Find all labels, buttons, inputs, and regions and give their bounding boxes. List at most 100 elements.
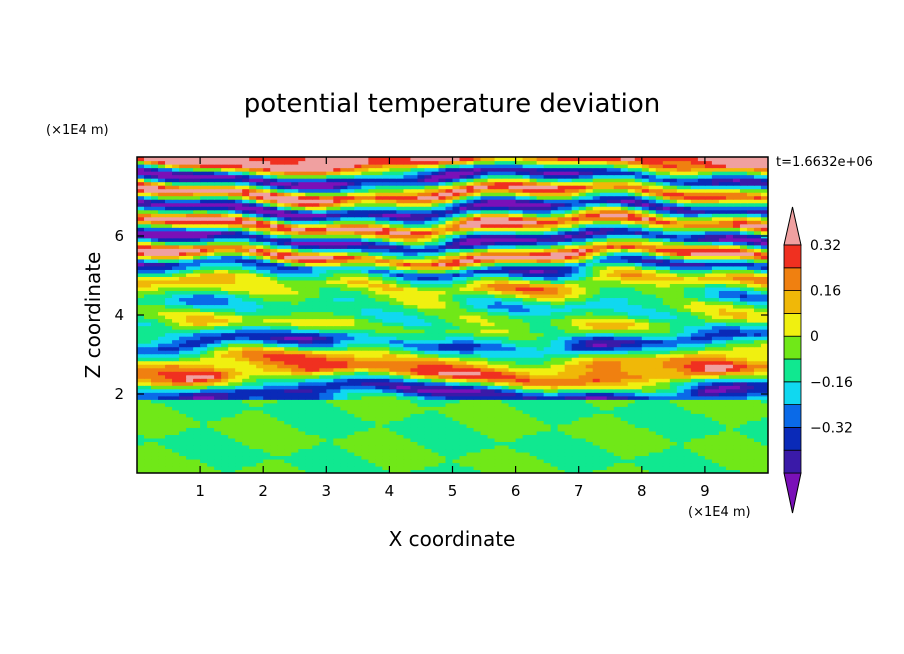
field-cell [627,353,636,358]
field-cell [431,434,440,439]
field-cell [466,381,475,386]
field-cell [634,413,643,418]
field-cell [627,325,636,330]
field-cell [158,402,166,407]
field-cell [368,413,376,418]
field-cell [606,307,615,313]
field-cell [578,399,587,404]
field-cell [592,315,601,320]
field-cell [592,409,601,414]
field-cell [221,451,229,457]
field-cell [459,297,468,302]
field-cell [410,437,419,442]
field-cell [704,325,713,330]
field-cell [725,283,734,288]
field-cell [431,293,440,299]
field-cell [165,455,173,460]
field-cell [746,297,755,302]
field-cell [690,469,699,473]
field-cell [389,441,398,446]
field-cell [571,437,580,442]
field-cell [697,371,706,376]
field-cell [172,388,180,393]
field-cell [641,434,650,439]
field-cell [354,360,362,365]
field-cell [676,378,685,383]
field-cell [221,318,229,323]
field-cell [326,350,334,355]
field-cell [333,364,341,369]
field-cell [606,462,615,467]
field-cell [697,374,706,379]
field-cell [543,469,552,473]
field-cell [431,300,440,306]
field-cell [557,286,566,292]
field-cell [515,371,524,376]
field-cell [620,300,629,306]
field-cell [137,388,145,393]
field-cell [340,437,348,442]
field-cell [403,423,412,428]
field-cell [501,381,510,386]
field-cell [368,311,376,316]
field-cell [536,336,545,341]
field-cell [312,371,320,376]
field-cell [578,350,587,355]
field-cell [487,325,496,330]
field-cell [445,350,454,355]
field-cell [207,293,215,299]
field-cell [732,448,741,453]
field-cell [494,427,503,432]
field-cell [417,444,426,450]
field-cell [592,374,601,379]
field-cell [221,304,229,309]
field-cell [634,360,643,365]
field-cell [165,469,173,473]
field-cell [319,357,327,362]
field-cell [669,283,678,288]
field-cell [669,444,678,450]
field-cell [445,385,454,390]
field-cell [291,315,299,320]
field-cell [396,416,405,421]
field-cell [242,455,250,460]
field-cell [557,402,566,407]
field-cell [760,406,768,411]
field-cell [207,304,215,309]
field-cell [431,286,440,292]
field-cell [235,332,243,337]
field-cell [557,381,566,386]
field-cell [606,437,615,442]
field-cell [536,399,545,404]
field-cell [263,350,271,355]
field-cell [711,297,720,302]
field-cell [620,409,629,414]
field-cell [529,451,538,457]
field-cell [564,455,573,460]
field-cell [354,392,362,397]
field-cell [655,427,664,432]
field-cell [284,286,292,292]
field-cell [277,458,285,464]
field-cell [193,283,201,288]
field-cell [354,346,362,351]
field-cell [641,374,650,379]
field-cell [410,469,419,473]
field-cell [466,465,475,471]
field-cell [599,297,608,302]
field-cell [697,325,706,330]
field-cell [746,395,755,400]
field-cell [585,430,594,435]
field-cell [158,339,166,344]
field-cell [690,353,699,358]
field-cell [501,346,510,351]
field-cell [361,371,369,376]
field-cell [340,307,348,313]
field-cell [501,441,510,446]
field-cell [424,286,433,292]
field-cell [711,462,720,467]
field-cell [151,437,159,442]
field-cell [648,307,657,313]
field-cell [186,381,194,386]
field-cell [711,339,720,344]
